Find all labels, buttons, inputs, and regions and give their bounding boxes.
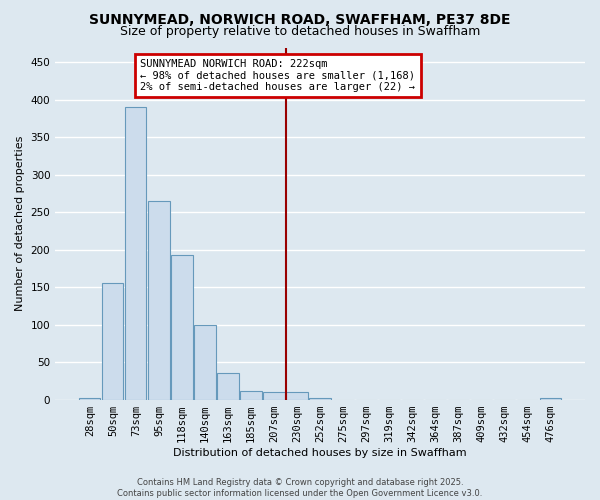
- Bar: [79, 398, 100, 400]
- Bar: [540, 398, 561, 400]
- Text: Size of property relative to detached houses in Swaffham: Size of property relative to detached ho…: [120, 25, 480, 38]
- Bar: [241, 390, 262, 400]
- Bar: [125, 108, 146, 400]
- Bar: [172, 255, 193, 400]
- Bar: [310, 398, 331, 400]
- Bar: [263, 392, 284, 400]
- X-axis label: Distribution of detached houses by size in Swaffham: Distribution of detached houses by size …: [173, 448, 467, 458]
- Bar: [148, 201, 170, 400]
- Text: SUNNYMEAD, NORWICH ROAD, SWAFFHAM, PE37 8DE: SUNNYMEAD, NORWICH ROAD, SWAFFHAM, PE37 …: [89, 12, 511, 26]
- Y-axis label: Number of detached properties: Number of detached properties: [15, 136, 25, 311]
- Bar: [102, 284, 124, 400]
- Bar: [194, 324, 215, 400]
- Bar: [217, 374, 239, 400]
- Bar: [286, 392, 308, 400]
- Text: Contains HM Land Registry data © Crown copyright and database right 2025.
Contai: Contains HM Land Registry data © Crown c…: [118, 478, 482, 498]
- Text: SUNNYMEAD NORWICH ROAD: 222sqm
← 98% of detached houses are smaller (1,168)
2% o: SUNNYMEAD NORWICH ROAD: 222sqm ← 98% of …: [140, 58, 415, 92]
